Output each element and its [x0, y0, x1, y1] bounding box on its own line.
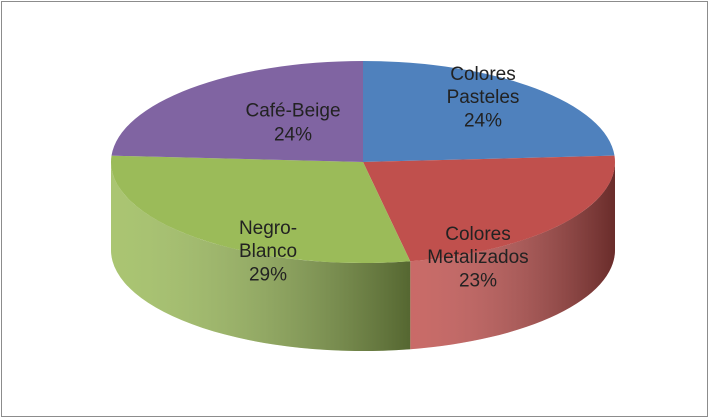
slice-label: Colores Pasteles — [446, 63, 520, 108]
pie-slice — [111, 60, 364, 163]
slice-label: Negro-Blanco — [238, 217, 298, 262]
pie-side-shade — [111, 162, 411, 351]
slice-value-label: 23% — [458, 270, 498, 292]
slice-value-label: 24% — [273, 123, 313, 145]
slice-value-label: 24% — [463, 110, 503, 132]
pie-slice — [363, 155, 615, 262]
slice-label: Café-Beige — [245, 100, 341, 122]
pie-slice — [363, 61, 615, 162]
slice-value-label: 29% — [248, 264, 288, 286]
slice-label: Colores Metalizados — [427, 223, 529, 268]
pie-slice — [111, 155, 411, 263]
pie-side-shade — [410, 162, 615, 350]
